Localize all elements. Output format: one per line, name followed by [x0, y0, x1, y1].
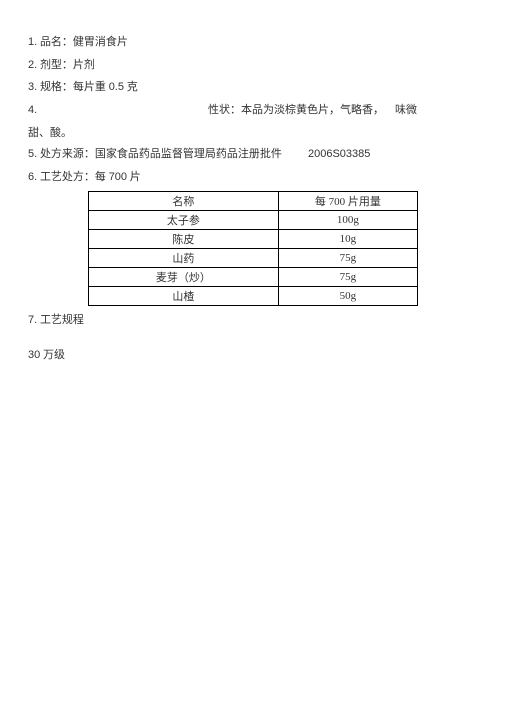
line-7: 7. 工艺规程 — [28, 312, 477, 329]
text-7: 工艺规程 — [37, 314, 84, 326]
line-6: 6. 工艺处方：每 700 片 — [28, 169, 477, 186]
num-7: 7. — [28, 314, 37, 326]
cell-amount: 75g — [279, 249, 417, 268]
line-3: 3. 规格：每片重 0.5 克 — [28, 79, 477, 96]
line-4: 4. 性状：本品为淡棕黄色片，气略香， 味微 — [28, 102, 477, 119]
table-row: 麦芽（炒） 75g — [88, 268, 417, 287]
num-1: 1. — [28, 36, 37, 48]
num-2: 2. — [28, 59, 37, 71]
cell-name: 山楂 — [88, 287, 279, 306]
text-4-right: 性状：本品为淡棕黄色片，气略香， 味微 — [208, 102, 477, 119]
document-page: 1. 品名：健胃消食片 2. 剂型：片剂 3. 规格：每片重 0.5 克 4. … — [0, 0, 505, 363]
cell-name: 陈皮 — [88, 230, 279, 249]
line-1: 1. 品名：健胃消食片 — [28, 34, 477, 51]
code-5: 2006S03385 — [308, 146, 370, 163]
text-2: 剂型：片剂 — [37, 59, 95, 71]
table-header-row: 名称 每 700 片用量 — [88, 192, 417, 211]
table-row: 太子参 100g — [88, 211, 417, 230]
header-name: 名称 — [88, 192, 279, 211]
text-3b: 克 — [124, 81, 138, 93]
num-6: 6. — [28, 171, 37, 183]
val-3: 0.5 — [109, 81, 124, 93]
bottom-text: 万级 — [40, 349, 65, 361]
text-5: 处方来源：国家食品药品监督管理局药品注册批件 — [37, 148, 282, 160]
val-6: 700 — [109, 171, 127, 183]
cell-name: 麦芽（炒） — [88, 268, 279, 287]
num-3: 3. — [28, 81, 37, 93]
cell-amount: 75g — [279, 268, 417, 287]
table-row: 山药 75g — [88, 249, 417, 268]
line-5: 5. 处方来源：国家食品药品监督管理局药品注册批件 2006S03385 — [28, 146, 477, 163]
cell-name: 山药 — [88, 249, 279, 268]
line-4b: 甜、酸。 — [28, 124, 477, 140]
ingredients-table: 名称 每 700 片用量 太子参 100g 陈皮 10g 山药 75g 麦芽（炒… — [88, 191, 418, 306]
cell-name: 太子参 — [88, 211, 279, 230]
num-5: 5. — [28, 148, 37, 160]
text-6b: 片 — [127, 171, 141, 183]
bottom-note: 30 万级 — [28, 347, 477, 364]
text-6a: 工艺处方：每 — [37, 171, 109, 183]
num-4: 4. — [28, 104, 37, 116]
bottom-num: 30 — [28, 349, 40, 361]
text-1: 品名：健胃消食片 — [37, 36, 128, 48]
cell-amount: 100g — [279, 211, 417, 230]
line-2: 2. 剂型：片剂 — [28, 57, 477, 74]
text-3a: 规格：每片重 — [37, 81, 109, 93]
cell-amount: 50g — [279, 287, 417, 306]
table-row: 山楂 50g — [88, 287, 417, 306]
cell-amount: 10g — [279, 230, 417, 249]
header-amount: 每 700 片用量 — [279, 192, 417, 211]
table-row: 陈皮 10g — [88, 230, 417, 249]
